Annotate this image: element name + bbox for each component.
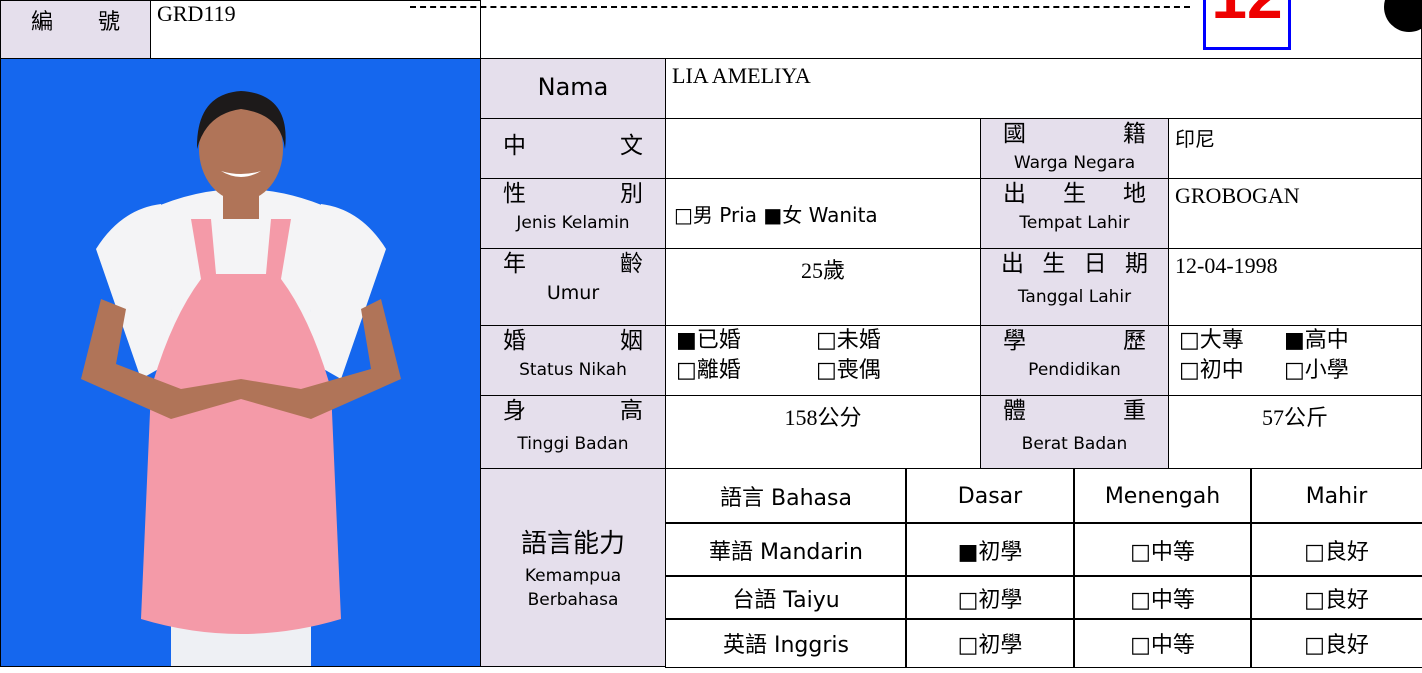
value-cell [665, 118, 981, 179]
label-cell: 中 文 [480, 118, 666, 179]
label-zh: 年 齡 [503, 251, 643, 277]
label-id: Warga Negara [1013, 153, 1136, 173]
dashed-line [410, 6, 1190, 8]
language-cell: 英語 Inggris [665, 618, 907, 668]
label-cell: 身 高 Tinggi Badan [480, 395, 666, 469]
option-line: □離婚 □喪偶 [666, 356, 980, 386]
label-cell: 出生日期 Tanggal Lahir [980, 248, 1169, 326]
value-cell: ■已婚 □未婚 □離婚 □喪偶 [665, 325, 981, 396]
label-id: Jenis Kelamin [516, 213, 630, 233]
language-header: Menengah [1073, 468, 1252, 524]
option: □喪偶 [816, 358, 881, 383]
option-line: □初中 □小學 [1169, 356, 1421, 386]
label-id: Kemampua Berbahasa [524, 566, 622, 610]
label-zh: 性 別 [503, 181, 643, 207]
language-header: 語言 Bahasa [665, 468, 907, 524]
label-zh: 出生日期 [1001, 251, 1148, 277]
option: □離婚 [676, 358, 741, 383]
language-cell: □中等 [1073, 522, 1252, 577]
label-cell: 年 齡 Umur [480, 248, 666, 326]
label-zh: 語言能力 [520, 529, 625, 559]
value: 12-04-1998 [1168, 248, 1422, 326]
label-zh: 婚 姻 [503, 328, 643, 354]
photo [0, 58, 481, 667]
language-cell: □初學 [905, 575, 1075, 620]
label-id: Umur [546, 282, 600, 304]
label-id: Tanggal Lahir [1017, 287, 1132, 307]
label-id: Berat Badan [1021, 434, 1128, 454]
label-zh: 國 籍 [1003, 121, 1146, 147]
value-cell: □大專 ■高中 □初中 □小學 [1168, 325, 1422, 396]
value: 57公斤 [1168, 395, 1422, 469]
label-id: Status Nikah [519, 360, 627, 380]
label-cell: 體 重 Berat Badan [980, 395, 1169, 469]
language-cell: □中等 [1073, 575, 1252, 620]
label-id: Pendidikan [1028, 360, 1121, 380]
option: □小學 [1284, 358, 1349, 383]
language-header: Dasar [905, 468, 1075, 524]
option-line: ■已婚 □未婚 [666, 326, 980, 356]
label-zh: 身 高 [503, 398, 643, 424]
label-zh: 中 文 [503, 133, 643, 159]
language-cell: 華語 Mandarin [665, 522, 907, 577]
label-cell: 學 歷 Pendidikan [980, 325, 1169, 396]
option: ■高中 [1284, 328, 1349, 353]
language-cell: □初學 [905, 618, 1075, 668]
value: GROBOGAN [1168, 178, 1422, 249]
language-cell: □中等 [1073, 618, 1252, 668]
value: □男 Pria ■女 Wanita [665, 178, 981, 249]
id-label: 編 號 [31, 9, 120, 34]
label-zh: 出 生 地 [1003, 181, 1146, 207]
option: □初中 [1179, 358, 1244, 383]
language-label-cell: 語言能力 Kemampua Berbahasa [480, 468, 666, 667]
label-id: Tinggi Badan [517, 434, 629, 454]
label-cell: 國 籍 Warga Negara [980, 118, 1169, 179]
language-cell: □良好 [1250, 522, 1422, 577]
option: □大專 [1179, 328, 1244, 353]
value: 158公分 [665, 395, 981, 469]
label-cell: 出 生 地 Tempat Lahir [980, 178, 1169, 249]
language-cell: □良好 [1250, 618, 1422, 668]
number-box: 12 [1203, 0, 1291, 50]
language-cell: 台語 Taiyu [665, 575, 907, 620]
option: □未婚 [816, 328, 881, 353]
id-label-cell: 編 號 [0, 0, 151, 59]
language-cell: ■初學 [905, 522, 1075, 577]
value: 印尼 [1168, 118, 1422, 179]
name-label: Nama [537, 73, 609, 101]
language-cell: □良好 [1250, 575, 1422, 620]
option-line: □大專 ■高中 [1169, 326, 1421, 356]
label-zh: 學 歷 [1003, 328, 1146, 354]
name-value: LIA AMELIYA [665, 58, 1422, 119]
language-header: Mahir [1250, 468, 1422, 524]
label-id: Tempat Lahir [1019, 213, 1130, 233]
id-value: GRD119 [150, 0, 481, 59]
label-zh: 體 重 [1003, 398, 1146, 424]
name-label-cell: Nama [480, 58, 666, 119]
label-cell: 性 別 Jenis Kelamin [480, 178, 666, 249]
number: 12 [1206, 0, 1288, 33]
value: 25歲 [665, 248, 981, 326]
option: ■已婚 [676, 328, 741, 353]
label-cell: 婚 姻 Status Nikah [480, 325, 666, 396]
